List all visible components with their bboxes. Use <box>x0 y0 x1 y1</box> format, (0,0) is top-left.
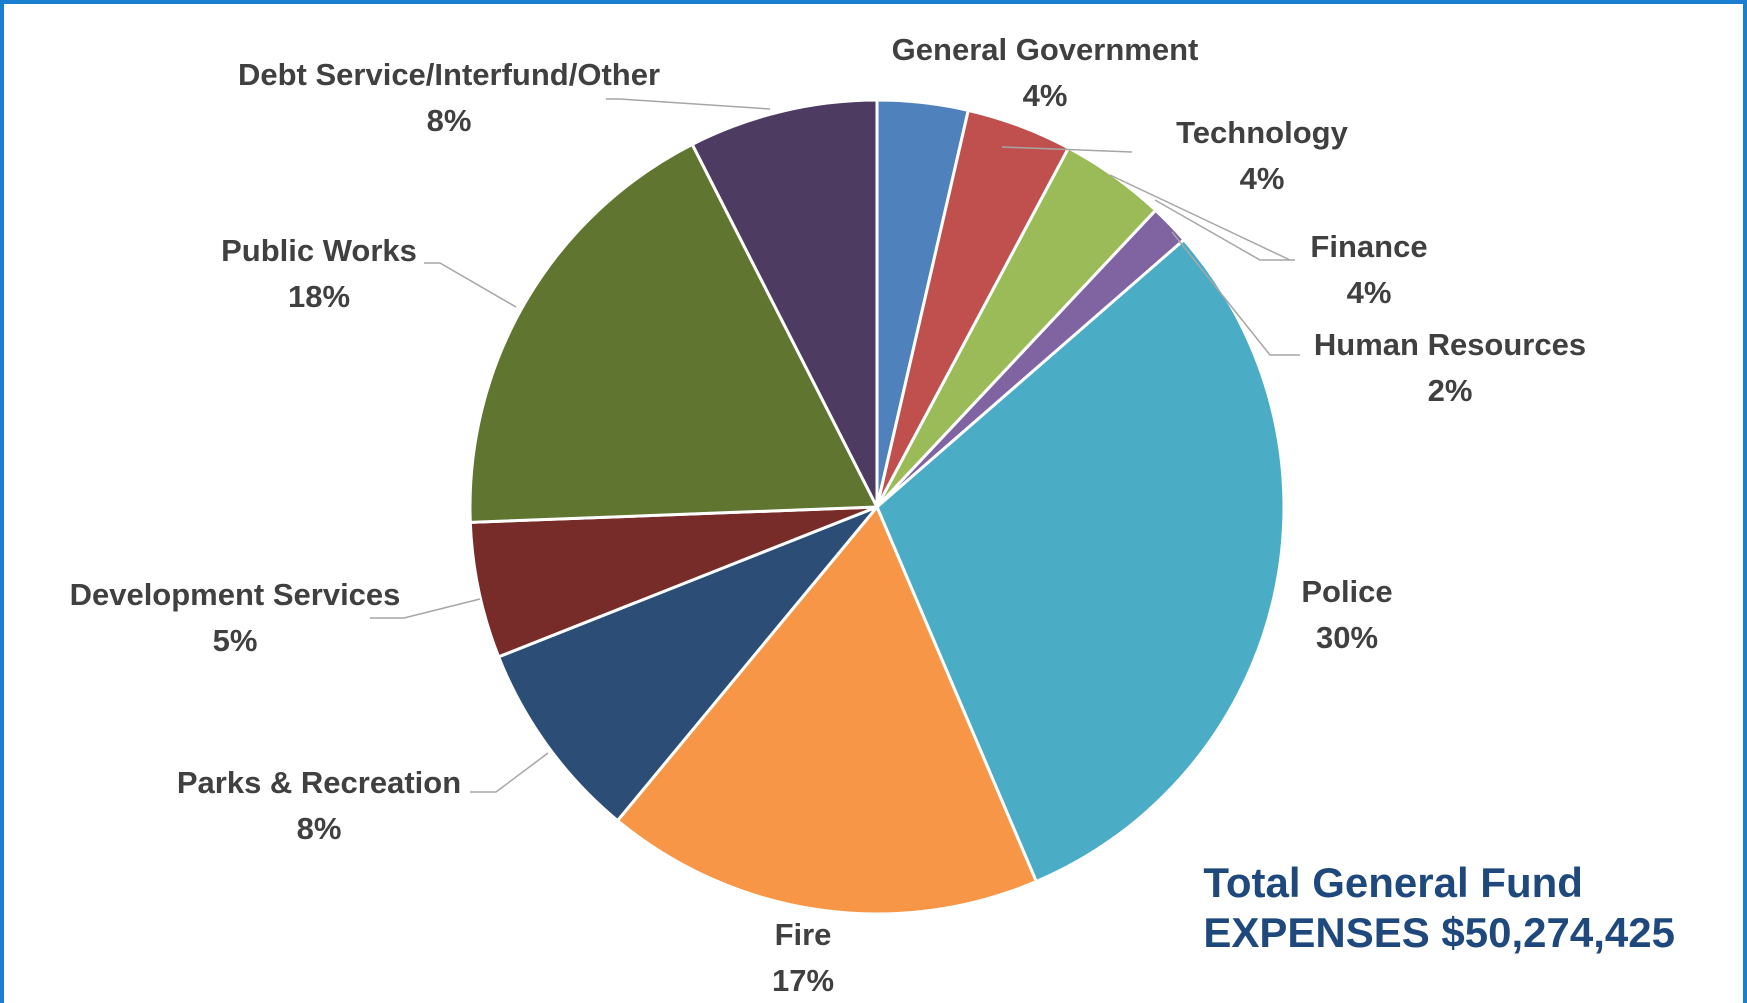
total-expenses-caption: Total General Fund EXPENSES $50,274,425 <box>1203 858 1675 958</box>
pie-slice-police <box>875 237 1286 884</box>
pie-slice-parks-recreation <box>496 505 879 823</box>
slice-percent-human-resources: 2% <box>1428 373 1473 408</box>
leader-line <box>1109 174 1291 261</box>
slice-label-development-services: Development Services <box>70 577 401 612</box>
slice-label-human-resources: Human Resources <box>1314 327 1586 362</box>
pie-slice-development-services <box>468 505 878 659</box>
slice-label-police: Police <box>1301 574 1392 609</box>
slice-percent-general-government: 4% <box>1023 78 1068 113</box>
slice-label-general-government: General Government <box>892 32 1199 67</box>
leader-line <box>1001 146 1133 153</box>
slice-label-parks-recreation: Parks & Recreation <box>177 765 461 800</box>
pie-slice-public-works <box>468 142 880 524</box>
leader-lines <box>370 98 1300 793</box>
slice-percent-finance: 4% <box>1347 275 1392 310</box>
slice-percent-public-works: 18% <box>288 279 350 314</box>
slice-percent-police: 30% <box>1316 620 1378 655</box>
slice-label-fire: Fire <box>775 917 832 952</box>
slice-percent-fire: 17% <box>772 963 834 998</box>
total-line1: Total General Fund <box>1203 859 1583 906</box>
slice-percent-parks-recreation: 8% <box>297 811 342 846</box>
leader-line <box>606 98 771 110</box>
slice-percent-debt-service-interfund-other: 8% <box>427 103 472 138</box>
leader-line <box>1171 231 1300 356</box>
leader-line <box>470 752 549 793</box>
slice-labels: General Government 4% Technology 4% Finance 4… <box>70 32 1587 998</box>
pie-slices <box>468 98 1286 916</box>
pie-slice-debt-service-interfund-other <box>690 98 879 508</box>
slice-label-technology: Technology <box>1176 115 1348 150</box>
slice-label-debt-service-interfund-other: Debt Service/Interfund/Other <box>238 57 660 92</box>
slice-label-finance: Finance <box>1310 229 1427 264</box>
slice-label-public-works: Public Works <box>221 233 417 268</box>
leader-line <box>1154 199 1295 261</box>
slice-percent-development-services: 5% <box>213 623 258 658</box>
leader-line <box>424 262 517 308</box>
pie-slice-fire <box>615 504 1039 916</box>
slice-percent-technology: 4% <box>1240 161 1285 196</box>
leader-line <box>370 598 481 619</box>
total-line2: EXPENSES $50,274,425 <box>1203 909 1675 956</box>
